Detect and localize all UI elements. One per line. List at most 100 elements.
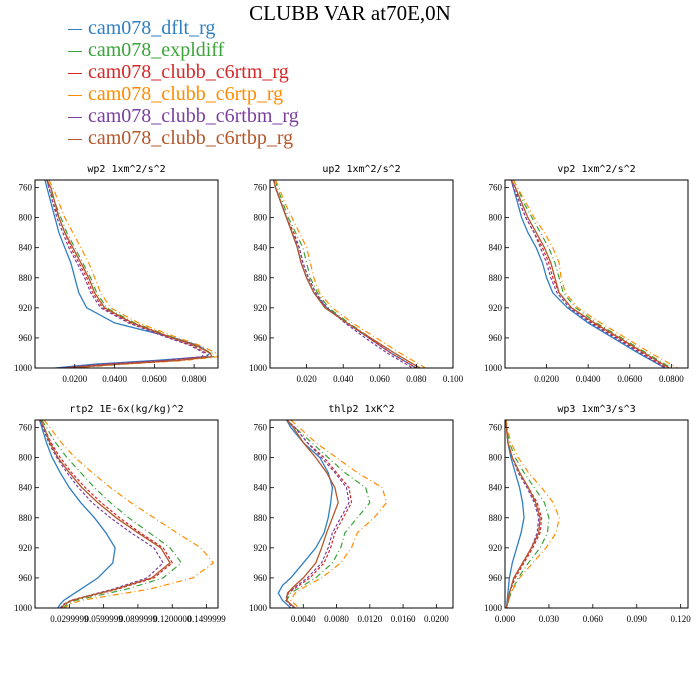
y-tick-label: 800 xyxy=(19,453,33,463)
legend-swatch xyxy=(68,50,82,53)
y-tick-label: 800 xyxy=(254,453,268,463)
series-group xyxy=(273,180,426,368)
legend-swatch xyxy=(68,138,82,141)
x-tick-label: 0.080 xyxy=(406,374,427,384)
y-tick-label: 1000 xyxy=(484,603,503,613)
x-tick-label: 0.0800 xyxy=(659,374,684,384)
series-group xyxy=(38,420,215,608)
series-line xyxy=(510,180,670,368)
panel-3: vp2 1xm^2/s^2 760 800 840 880 920 960 1000 0.020… xyxy=(484,164,689,384)
series-group xyxy=(505,420,560,608)
y-tick-label: 760 xyxy=(489,423,503,433)
panel-title: thlp2 1xK^2 xyxy=(328,404,394,415)
series-line xyxy=(46,180,214,368)
y-tick-label: 760 xyxy=(19,183,33,193)
series-line xyxy=(510,180,666,368)
x-tick-label: 0.0200 xyxy=(424,614,449,624)
series-line xyxy=(277,420,334,608)
y-tick-label: 920 xyxy=(489,543,503,553)
series-line xyxy=(510,180,668,368)
series-line xyxy=(40,420,171,608)
legend-label: cam078_dflt_rg xyxy=(88,17,216,39)
legend-item: cam078_dflt_rg xyxy=(68,18,215,38)
panel-6: wp3 1xm^3/s^3 760 800 840 880 920 960 10000.000… xyxy=(484,404,691,624)
x-tick-label: 0.040 xyxy=(333,374,354,384)
y-tick-label: 920 xyxy=(254,543,268,553)
x-tick-label: 0.0160 xyxy=(391,614,416,624)
y-tick-label: 880 xyxy=(19,273,33,283)
y-tick-label: 840 xyxy=(489,243,503,253)
y-tick-label: 1000 xyxy=(14,603,33,613)
y-tick-label: 960 xyxy=(19,333,33,343)
x-tick-label: 0.0899999 xyxy=(119,614,158,624)
legend-label: cam078_clubb_c6rtp_rg xyxy=(88,83,284,105)
figure-title: CLUBB VAR at70E,0N xyxy=(249,1,451,25)
series-line xyxy=(285,420,350,608)
y-tick-label: 880 xyxy=(254,513,268,523)
x-tick-label: 0.120 xyxy=(671,614,692,624)
series-line xyxy=(48,180,218,368)
y-tick-label: 760 xyxy=(254,423,268,433)
series-line xyxy=(285,420,339,608)
series-line xyxy=(510,180,666,368)
x-tick-label: 0.0200 xyxy=(62,374,87,384)
y-tick-label: 1000 xyxy=(484,363,503,373)
y-tick-label: 920 xyxy=(19,543,33,553)
y-tick-label: 760 xyxy=(489,183,503,193)
y-tick-label: 840 xyxy=(254,243,268,253)
x-tick-label: 0.0600 xyxy=(617,374,642,384)
plot-frame xyxy=(269,419,454,609)
series-line xyxy=(46,180,205,368)
y-tick-label: 800 xyxy=(489,213,503,223)
series-line xyxy=(285,420,371,608)
y-tick-label: 960 xyxy=(489,573,503,583)
y-tick-label: 920 xyxy=(254,303,268,313)
y-tick-label: 840 xyxy=(489,483,503,493)
panel-title: rtp2 1E-6x(kg/kg)^2 xyxy=(69,404,183,415)
y-tick-label: 840 xyxy=(254,483,268,493)
legend-item: cam078_clubb_c6rtm_rg xyxy=(68,62,289,82)
x-tick-label: 0.000 xyxy=(495,614,516,624)
legend-label: cam078_clubb_c6rtbp_rg xyxy=(88,127,294,149)
y-tick-label: 1000 xyxy=(14,363,33,373)
y-tick-label: 760 xyxy=(254,183,268,193)
x-tick-label: 0.0200 xyxy=(534,374,559,384)
x-tick-label: 0.0800 xyxy=(182,374,207,384)
series-group xyxy=(510,180,678,368)
panel-4: rtp2 1E-6x(kg/kg)^2 760 800 840 880 920 960 100… xyxy=(14,404,226,624)
legend-item: cam078_clubb_c6rtbp_rg xyxy=(68,128,293,148)
x-tick-label: 0.0600 xyxy=(142,374,167,384)
series-line xyxy=(46,180,215,368)
legend-item: cam078_clubb_c6rtp_rg xyxy=(68,84,283,104)
series-group xyxy=(277,420,388,608)
series-line xyxy=(273,180,417,368)
y-tick-label: 960 xyxy=(254,333,268,343)
x-tick-label: 0.0400 xyxy=(102,374,127,384)
legend-label: cam078_expldiff xyxy=(88,39,225,61)
series-line xyxy=(273,180,414,368)
x-tick-label: 0.0080 xyxy=(324,614,349,624)
x-tick-label: 0.060 xyxy=(583,614,604,624)
series-line xyxy=(505,420,541,608)
series-line xyxy=(505,420,560,608)
panel-title: wp2 1xm^2/s^2 xyxy=(87,164,165,175)
y-tick-label: 960 xyxy=(489,333,503,343)
x-tick-label: 0.0299999 xyxy=(50,614,89,624)
plot-frame xyxy=(504,419,689,609)
series-line xyxy=(505,420,525,608)
series-line xyxy=(273,180,421,368)
x-tick-label: 0.030 xyxy=(539,614,560,624)
x-tick-label: 0.020 xyxy=(296,374,317,384)
series-line xyxy=(38,420,116,608)
panel-5: thlp2 1xK^2 760 800 840 880 920 960 1000 0.0040 0… xyxy=(249,404,454,624)
series-group xyxy=(44,180,218,368)
y-tick-label: 880 xyxy=(489,513,503,523)
series-line xyxy=(41,420,183,608)
y-tick-label: 880 xyxy=(254,273,268,283)
series-line xyxy=(290,420,388,608)
panel-title: vp2 1xm^2/s^2 xyxy=(557,164,635,175)
legend-swatch xyxy=(68,72,82,75)
legend-item: cam078_clubb_c6rtbm_rg xyxy=(68,106,299,126)
panel-1: wp2 1xm^2/s^2 760 800 840 880 920 960 1000 0.020… xyxy=(14,164,219,384)
